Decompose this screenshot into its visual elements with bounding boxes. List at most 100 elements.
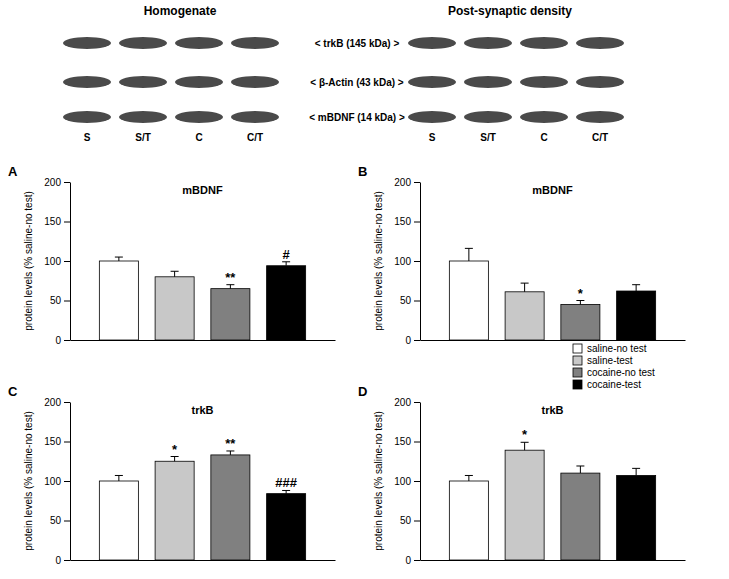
y-axis-title: protein levels (% saline-no test) (373, 411, 384, 551)
bar (449, 481, 488, 560)
blot-band (464, 76, 512, 88)
panel-label: D (358, 384, 367, 399)
axis-line (420, 183, 421, 341)
legend-swatch (573, 344, 582, 353)
tick-label: 150 (394, 436, 411, 447)
bar (99, 481, 138, 560)
legend-swatch (573, 380, 582, 389)
lane-label: S (429, 132, 436, 143)
tick-mark (64, 442, 70, 443)
tick: 100 (44, 256, 70, 267)
tick-mark (64, 261, 70, 262)
significance: ### (275, 475, 297, 490)
tick: 100 (394, 476, 420, 487)
significance: * (522, 427, 528, 442)
tick-label: 150 (44, 216, 61, 227)
plot-area (449, 248, 655, 340)
x-axis (421, 560, 686, 562)
error-bar (632, 285, 640, 291)
blot-band (408, 37, 456, 49)
significance: ** (225, 436, 236, 451)
tick-mark (414, 301, 420, 302)
bar (561, 473, 600, 560)
bar (617, 475, 656, 560)
tick-mark (414, 560, 420, 561)
legend-label: cocaine-test (587, 379, 641, 390)
tick: 0 (55, 335, 70, 346)
tick: 200 (44, 397, 70, 408)
error-bar (521, 283, 529, 292)
blot-panel: HomogenateSS/TCC/TPost-synaptic densityS… (63, 4, 624, 143)
legend-swatch (573, 368, 582, 377)
band-label: < trkB (145 kDa) > (315, 38, 400, 49)
blot-band (576, 37, 624, 49)
chart-title: mBDNF (532, 184, 573, 196)
error-bar (115, 475, 123, 481)
plot-area (99, 451, 305, 560)
panel-label: A (8, 164, 18, 179)
error-bar (576, 301, 584, 305)
tick-label: 100 (44, 476, 61, 487)
tick-mark (414, 261, 420, 262)
tick-mark (64, 402, 70, 403)
error-bar (576, 466, 584, 473)
tick: 200 (44, 177, 70, 188)
bar (505, 292, 544, 340)
tick-mark (414, 182, 420, 183)
tick-label: 200 (44, 177, 61, 188)
legend-label: saline-no test (587, 343, 647, 354)
legend: saline-no testsaline-testcocaine-no test… (573, 343, 655, 390)
blot-band (464, 37, 512, 49)
blot-band (408, 111, 456, 123)
bar (561, 304, 600, 340)
tick: 50 (50, 295, 70, 306)
significance: * (172, 442, 178, 457)
blot-title: Post-synaptic density (448, 4, 572, 18)
tick-label: 0 (405, 555, 411, 566)
axis-line (71, 340, 336, 341)
y-axis-title: protein levels (% saline-no test) (373, 191, 384, 331)
tick-mark (64, 560, 70, 561)
tick-label: 100 (44, 256, 61, 267)
tick: 150 (44, 436, 70, 447)
tick-mark (414, 402, 420, 403)
blot-band (231, 37, 279, 49)
significance: * (578, 286, 584, 301)
blot-band (520, 76, 568, 88)
plot-area (449, 442, 655, 560)
chart-title: trkB (191, 404, 213, 416)
y-axis: 0 50 100 150 200 (44, 177, 70, 346)
chart: *050100150200protein levels (% saline-no… (358, 343, 686, 566)
bar (449, 261, 488, 340)
legend-item: saline-test (573, 355, 633, 366)
y-axis-title: protein levels (% saline-no test) (23, 191, 34, 331)
error-bar (632, 468, 640, 475)
tick: 0 (55, 555, 70, 566)
significance: ** (225, 270, 236, 285)
chart-title: mBDNF (182, 184, 223, 196)
error-bar (171, 271, 179, 277)
tick-mark (64, 182, 70, 183)
legend-label: cocaine-no test (587, 367, 655, 378)
blot-band (231, 76, 279, 88)
tick-mark (414, 442, 420, 443)
tick-mark (64, 222, 70, 223)
error-bar (465, 475, 473, 481)
blot-band (119, 111, 167, 123)
error-bar (282, 262, 290, 266)
axis-line (71, 560, 336, 561)
bar (505, 450, 544, 560)
axis-line (420, 403, 421, 561)
lane-label: S/T (480, 132, 496, 143)
tick: 200 (394, 177, 420, 188)
bar (155, 277, 194, 340)
tick: 0 (405, 335, 420, 346)
plot-area (99, 257, 305, 340)
legend-item: cocaine-no test (573, 367, 655, 378)
bar (211, 455, 250, 560)
bar (267, 494, 306, 560)
error-bar (465, 248, 473, 261)
axis-line (70, 183, 71, 341)
axis-line (70, 403, 71, 561)
chart: *050100150200protein levels (% saline-no… (358, 164, 686, 346)
